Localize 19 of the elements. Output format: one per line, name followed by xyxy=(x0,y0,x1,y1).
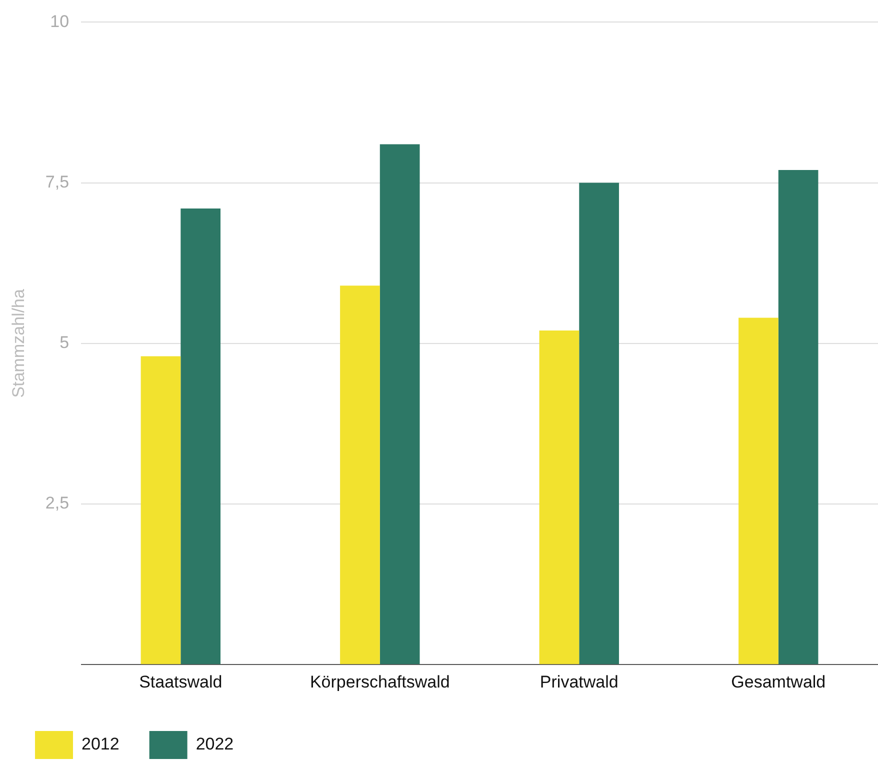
y-tick-label: 7,5 xyxy=(45,172,70,192)
bar xyxy=(140,356,181,664)
bar xyxy=(340,286,380,664)
bar xyxy=(738,318,778,664)
legend-label: 2022 xyxy=(196,734,234,754)
x-tick-label: Körperschaftswald xyxy=(310,672,450,692)
y-tick-label: 5 xyxy=(60,333,70,352)
x-tick-label: Privatwald xyxy=(540,672,618,692)
x-tick-label: Staatswald xyxy=(139,672,222,692)
x-tick-label: Gesamtwald xyxy=(731,672,826,692)
bar xyxy=(778,170,818,664)
bar xyxy=(380,144,420,664)
bar xyxy=(539,330,580,664)
y-tick-label: 10 xyxy=(50,12,70,31)
bar xyxy=(180,208,220,664)
legend-label: 2012 xyxy=(82,734,120,754)
y-tick-label: 2,5 xyxy=(45,494,70,513)
bar xyxy=(579,182,619,664)
y-axis-title: Stammzahl/ha xyxy=(8,288,28,398)
